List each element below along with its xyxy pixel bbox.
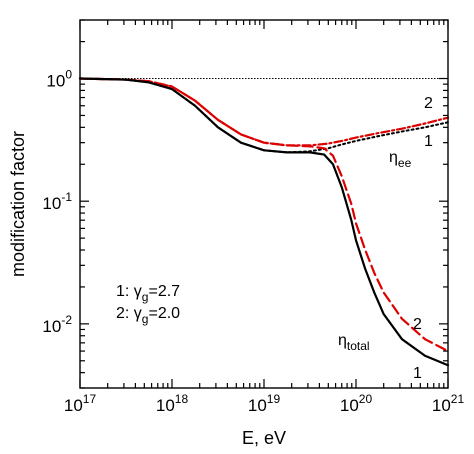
tick-exponent: -1 bbox=[61, 190, 72, 204]
tick-base: 10 bbox=[46, 72, 65, 91]
tick-exponent: 17 bbox=[83, 392, 97, 406]
tick-exponent: 21 bbox=[451, 392, 465, 406]
frame bbox=[79, 19, 449, 389]
legend-sym: γ bbox=[134, 283, 142, 300]
legend-sub: g bbox=[142, 312, 149, 326]
series-line-eta-ee-2 bbox=[78, 77, 450, 147]
x-tick-label: 1018 bbox=[156, 392, 189, 415]
tick-exponent: 19 bbox=[267, 392, 281, 406]
subscript: total bbox=[347, 339, 370, 353]
tick-exponent: 20 bbox=[359, 392, 373, 406]
tick-base: 10 bbox=[42, 317, 61, 336]
x-axis-title: E, eV bbox=[242, 428, 286, 448]
legend-line-1: 1: γg=2.7 bbox=[116, 283, 180, 304]
series-line-eta-ee-1 bbox=[79, 77, 449, 154]
plot-frame bbox=[79, 19, 449, 389]
legend-sym: γ bbox=[134, 305, 142, 322]
eta-total-label: ηtotal bbox=[338, 332, 370, 353]
curve-label-lower-1: 1 bbox=[413, 365, 422, 382]
subscript: ee bbox=[398, 156, 412, 170]
tick-base: 10 bbox=[340, 396, 359, 415]
x-tick-label: 1020 bbox=[340, 392, 373, 415]
tick-base: 10 bbox=[156, 396, 175, 415]
tick-base: 10 bbox=[248, 396, 267, 415]
legend-prefix: 2: bbox=[116, 305, 134, 322]
y-axis-title: modification factor bbox=[8, 131, 28, 277]
legend-prefix: 1: bbox=[116, 283, 134, 300]
legend-line-2: 2: γg=2.0 bbox=[116, 305, 180, 326]
curve-label-lower-2: 2 bbox=[413, 316, 422, 333]
y-tick-label: 100 bbox=[46, 68, 72, 91]
legend-sub: g bbox=[142, 290, 149, 304]
symbol: η bbox=[338, 332, 347, 349]
symbol: η bbox=[389, 149, 398, 166]
tick-exponent: 18 bbox=[175, 392, 189, 406]
eta-ee-label: ηee bbox=[389, 149, 412, 170]
tick-base: 10 bbox=[42, 194, 61, 213]
x-tick-label: 1021 bbox=[432, 392, 465, 415]
tick-base: 10 bbox=[64, 396, 83, 415]
series-line-eta-total-1 bbox=[78, 77, 450, 367]
legend-suffix: =2.7 bbox=[148, 283, 180, 300]
x-tick-label: 1019 bbox=[248, 392, 281, 415]
y-tick-label: 10-2 bbox=[42, 313, 72, 336]
curve-label-upper-1: 1 bbox=[424, 133, 433, 150]
legend-suffix: =2.0 bbox=[148, 305, 180, 322]
labels: E, eV modification factor bbox=[8, 131, 286, 448]
curve-label-upper-2: 2 bbox=[424, 95, 433, 112]
tick-exponent: -2 bbox=[61, 313, 72, 327]
y-tick-label: 10-1 bbox=[42, 190, 72, 213]
tick-exponent: 0 bbox=[65, 68, 72, 82]
curves bbox=[78, 77, 450, 367]
tick-base: 10 bbox=[432, 396, 451, 415]
x-tick-label: 1017 bbox=[64, 392, 97, 415]
series-line-eta-total-2 bbox=[78, 77, 450, 353]
